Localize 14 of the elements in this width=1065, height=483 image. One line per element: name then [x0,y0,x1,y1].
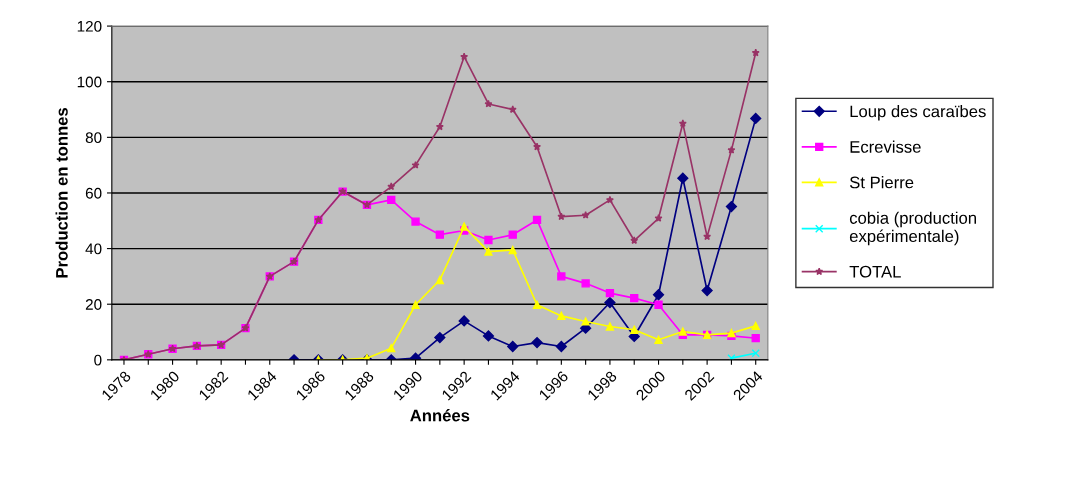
legend-label: TOTAL [849,265,901,278]
x-axis-title: Années [410,409,470,422]
y-tick-label: 0 [94,354,102,366]
y-tick-label: 40 [85,243,102,255]
y-tick-label: 20 [85,299,102,310]
legend-label: Loup des caraïbes [850,105,986,121]
legend-label: cobia (production expérimentale) [849,211,976,246]
y-axis-title: Production en tonnes [55,107,68,278]
y-tick-label: 100 [77,76,102,88]
y-tick-label: 120 [77,20,102,32]
y-tick-label: 80 [85,132,102,144]
legend-label: St Pierre [849,176,914,189]
y-tick-label: 60 [85,187,102,199]
legend-label: Ecrevisse [850,140,921,153]
